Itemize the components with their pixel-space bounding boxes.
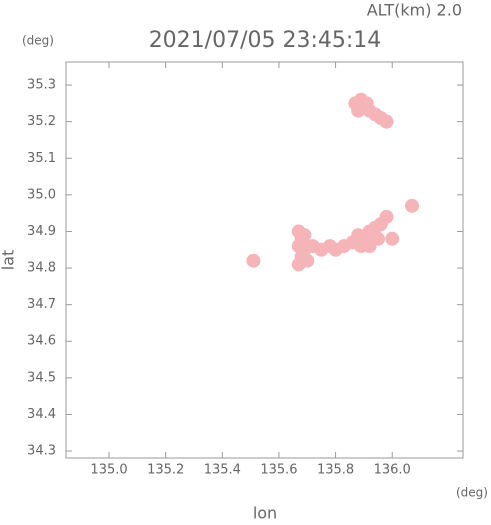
- x-tick-label: 135.4: [204, 463, 241, 478]
- echo-point: [359, 96, 374, 111]
- y-tick-label: 35.0: [27, 187, 56, 202]
- chart-title: 2021/07/05 23:45:14: [149, 28, 382, 53]
- y-unit: (deg): [22, 34, 54, 48]
- y-tick-label: 35.1: [27, 151, 56, 166]
- y-tick-label: 34.7: [27, 297, 56, 312]
- x-tick-label: 136.0: [374, 463, 411, 478]
- plot-frame: [65, 61, 464, 459]
- echo-point: [354, 239, 369, 254]
- echo-point: [246, 253, 261, 268]
- y-tick-label: 34.5: [27, 370, 56, 385]
- echo-point: [385, 231, 400, 246]
- x-tick-label: 135.0: [90, 463, 127, 478]
- y-tick-label: 34.8: [27, 261, 56, 276]
- y-axis-label: lat: [0, 250, 18, 271]
- y-tick-label: 35.3: [27, 78, 56, 93]
- echo-point: [297, 228, 312, 243]
- x-tick-label: 135.2: [147, 463, 184, 478]
- x-axis-label: lon: [253, 504, 277, 522]
- y-tick-label: 34.3: [27, 444, 56, 459]
- echo-point: [379, 114, 394, 129]
- y-tick-label: 35.2: [27, 114, 56, 129]
- x-tick-label: 135.8: [317, 463, 354, 478]
- echo-point: [300, 253, 315, 268]
- echo-point: [405, 198, 420, 213]
- y-tick-label: 34.4: [27, 407, 56, 422]
- x-unit: (deg): [456, 486, 488, 500]
- x-tick-label: 135.6: [260, 463, 297, 478]
- y-tick-label: 34.6: [27, 334, 56, 349]
- chart-subtitle: ALT(km) 2.0: [367, 1, 462, 20]
- echo-point: [379, 209, 394, 224]
- y-tick-label: 34.9: [27, 224, 56, 239]
